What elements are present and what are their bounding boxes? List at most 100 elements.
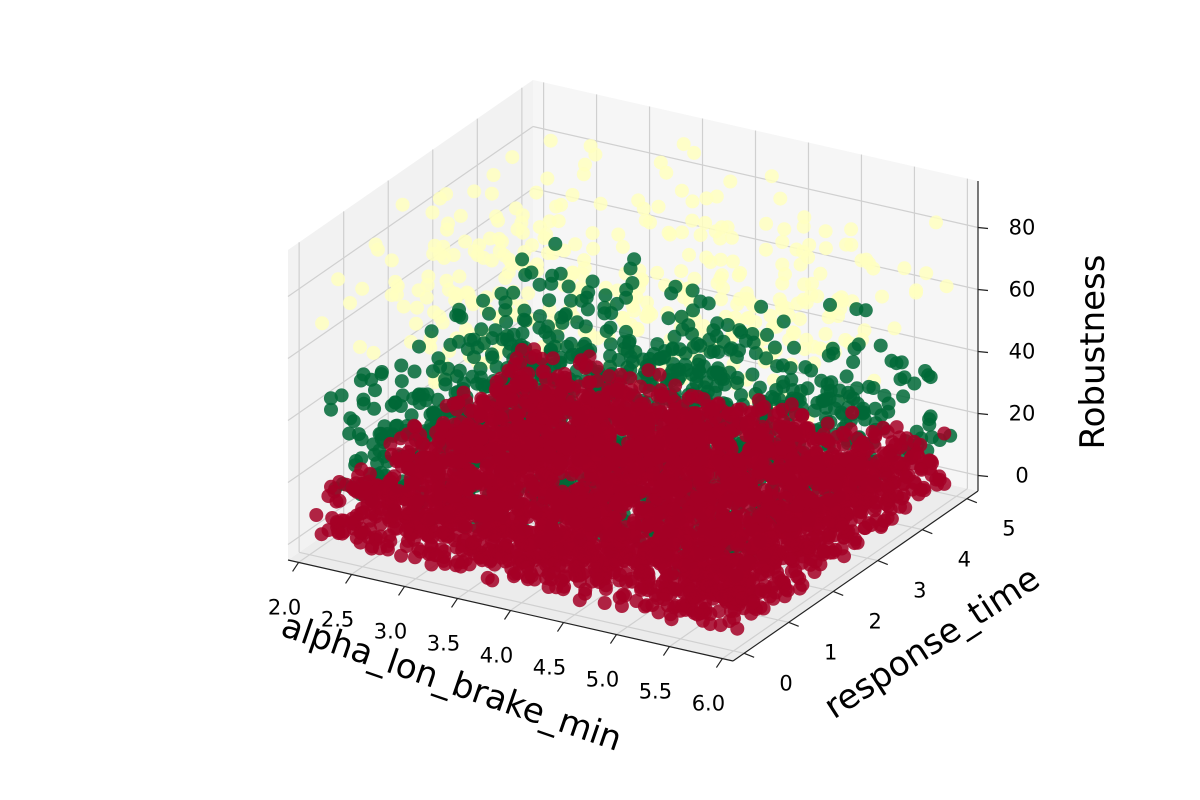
data-point xyxy=(565,188,580,202)
data-point xyxy=(389,419,403,433)
data-point xyxy=(524,238,539,253)
data-point xyxy=(793,257,808,272)
data-point xyxy=(356,367,371,382)
data-point xyxy=(439,187,454,202)
data-point xyxy=(776,314,791,329)
data-point xyxy=(619,575,633,590)
data-point xyxy=(714,220,729,235)
data-point xyxy=(829,479,844,494)
data-point xyxy=(436,416,451,430)
data-point xyxy=(401,448,416,463)
data-point xyxy=(922,417,937,432)
data-point xyxy=(396,299,411,314)
data-point xyxy=(515,252,530,267)
data-point xyxy=(709,189,724,204)
data-point xyxy=(720,567,735,582)
data-point xyxy=(470,376,485,391)
data-point xyxy=(684,388,699,403)
data-point xyxy=(315,316,330,331)
data-point xyxy=(881,396,896,411)
data-point xyxy=(623,371,638,386)
data-point xyxy=(646,479,660,494)
data-point xyxy=(565,394,580,409)
data-point xyxy=(799,421,813,436)
y-tick-mark xyxy=(922,529,933,535)
data-point xyxy=(372,443,387,458)
z-axis-label: Robustness xyxy=(1073,255,1113,450)
data-point xyxy=(374,367,389,382)
data-point xyxy=(929,215,943,230)
grid-line-x-floor xyxy=(722,488,968,660)
data-point xyxy=(539,571,554,586)
data-point xyxy=(634,564,649,579)
data-point xyxy=(576,424,591,439)
data-point xyxy=(836,425,850,440)
data-point xyxy=(714,292,728,307)
data-point xyxy=(510,566,525,581)
data-point xyxy=(820,416,835,431)
data-point xyxy=(713,231,728,246)
data-point xyxy=(342,426,357,441)
x-tick-label: 2.0 xyxy=(268,595,301,619)
data-point xyxy=(441,216,455,231)
data-point xyxy=(541,319,555,334)
data-point xyxy=(766,546,781,560)
data-point xyxy=(919,266,934,281)
data-point xyxy=(636,201,651,216)
y-tick-label: 5 xyxy=(1002,517,1015,541)
data-point xyxy=(747,487,762,502)
data-point xyxy=(666,536,681,551)
data-point xyxy=(656,592,671,607)
z-tick-mark xyxy=(977,474,989,478)
data-point xyxy=(805,431,820,446)
data-point xyxy=(394,358,409,373)
data-point xyxy=(508,406,523,421)
data-point xyxy=(353,340,367,354)
data-point xyxy=(559,430,574,444)
y-tick-mark xyxy=(833,590,844,597)
x-tick-label: 4.5 xyxy=(533,656,566,680)
data-point xyxy=(643,436,658,450)
data-point xyxy=(780,301,795,316)
data-point xyxy=(699,191,714,206)
data-point xyxy=(511,548,526,563)
data-point xyxy=(507,357,522,372)
data-point xyxy=(590,567,605,582)
data-point xyxy=(668,279,683,294)
data-point xyxy=(818,241,833,256)
data-point xyxy=(668,582,683,597)
data-point xyxy=(630,323,645,338)
data-point xyxy=(783,552,798,566)
data-point xyxy=(506,285,521,300)
data-point xyxy=(713,618,728,633)
x-tick-label: 4.0 xyxy=(480,644,513,668)
data-point xyxy=(800,510,814,525)
data-point xyxy=(446,481,461,495)
x-tick-mark xyxy=(609,634,617,644)
data-point xyxy=(816,544,831,559)
data-point xyxy=(807,403,822,418)
data-point xyxy=(409,316,423,331)
data-point xyxy=(424,324,439,339)
data-point xyxy=(797,440,812,455)
data-point xyxy=(548,236,563,251)
data-point xyxy=(431,434,446,449)
data-point xyxy=(601,443,616,458)
x-tick-mark xyxy=(556,622,564,632)
data-point xyxy=(652,367,667,382)
data-point xyxy=(664,567,679,582)
y-tick-mark xyxy=(743,652,755,658)
data-point xyxy=(690,607,705,622)
data-point xyxy=(309,508,324,522)
data-point xyxy=(427,305,442,320)
data-point xyxy=(505,150,520,165)
data-point xyxy=(517,436,532,451)
data-point xyxy=(524,485,539,500)
data-point xyxy=(846,355,861,369)
x-tick-mark xyxy=(398,586,406,596)
x-tick-label: 5.5 xyxy=(639,680,672,704)
data-point xyxy=(787,340,801,355)
data-point xyxy=(914,462,929,477)
data-point xyxy=(687,145,702,160)
